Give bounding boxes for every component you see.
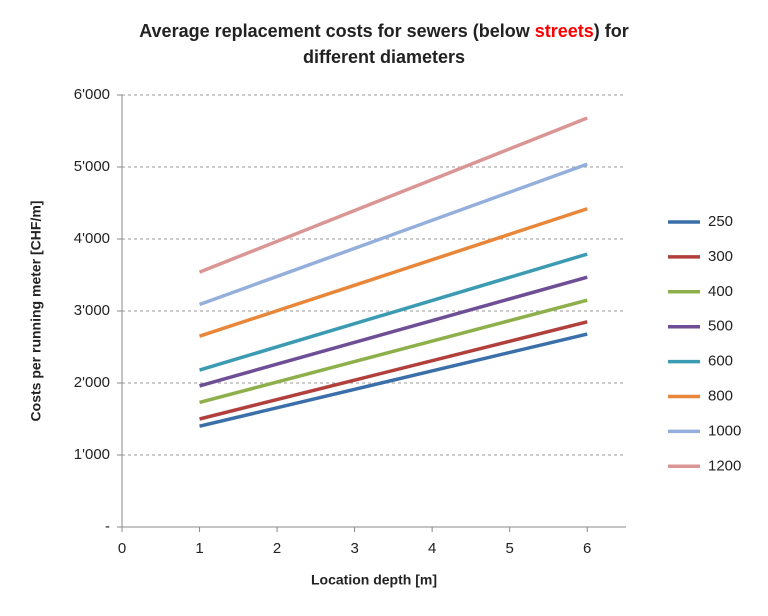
- series-line: [199, 332, 588, 428]
- series-line: [199, 320, 588, 421]
- chart-title-line2: different diameters: [303, 47, 465, 67]
- y-tick-label: 6'000: [74, 86, 110, 103]
- series-line: [198, 207, 588, 338]
- y-tick-label: 4'000: [74, 230, 110, 247]
- legend-label: 500: [708, 318, 733, 335]
- x-tick-label: 5: [506, 540, 514, 557]
- legend-label: 300: [708, 248, 733, 265]
- legend-label: 400: [708, 283, 733, 300]
- y-tick-label: 1'000: [74, 446, 110, 463]
- x-tick-label: 2: [273, 540, 281, 557]
- series-line: [199, 298, 588, 405]
- x-tick-label: 4: [428, 540, 436, 557]
- x-tick-label: 0: [118, 540, 126, 557]
- legend-label: 250: [708, 213, 733, 230]
- x-tick-label: 3: [350, 540, 358, 557]
- x-axis-title: Location depth [m]: [311, 572, 437, 588]
- legend-label: 600: [708, 353, 733, 370]
- legend-label: 1200: [708, 457, 741, 474]
- series-line: [198, 162, 588, 307]
- title-part: ) for: [594, 21, 629, 41]
- x-tick-label: 6: [583, 540, 591, 557]
- legend-label: 800: [708, 387, 733, 404]
- series-line: [199, 275, 588, 388]
- series-line: [198, 116, 588, 274]
- series-line: [199, 252, 588, 372]
- y-tick-label: -: [105, 518, 110, 535]
- y-tick-label: 5'000: [74, 158, 110, 175]
- chart-title: Average replacement costs for sewers (be…: [139, 21, 629, 41]
- y-tick-label: 2'000: [74, 374, 110, 391]
- y-tick-label: 3'000: [74, 302, 110, 319]
- legend-label: 1000: [708, 422, 741, 439]
- title-part: Average replacement costs for sewers (be…: [139, 21, 535, 41]
- x-tick-label: 1: [195, 540, 203, 557]
- title-highlight: streets: [535, 21, 594, 41]
- y-axis-title: Costs per running meter [CHF/m]: [28, 201, 44, 422]
